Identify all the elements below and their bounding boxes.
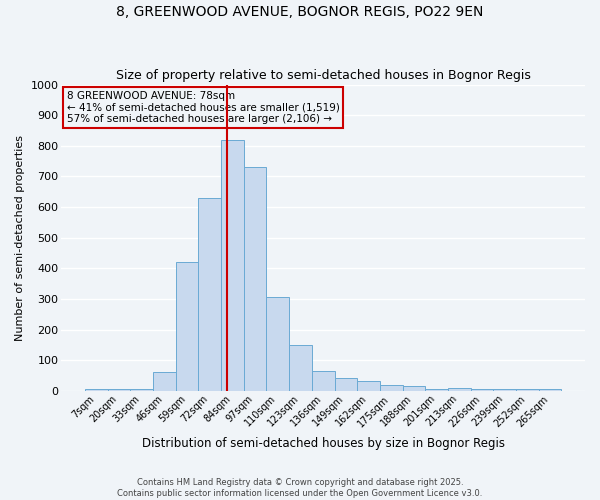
- Bar: [130, 390, 153, 391]
- Bar: [493, 390, 516, 391]
- Bar: [244, 168, 266, 391]
- Bar: [448, 388, 470, 391]
- Bar: [221, 140, 244, 391]
- Text: 8, GREENWOOD AVENUE, BOGNOR REGIS, PO22 9EN: 8, GREENWOOD AVENUE, BOGNOR REGIS, PO22 …: [116, 5, 484, 19]
- Bar: [335, 378, 357, 391]
- Bar: [289, 345, 312, 391]
- Bar: [108, 390, 130, 391]
- Bar: [539, 390, 561, 391]
- Bar: [516, 390, 539, 391]
- Text: 8 GREENWOOD AVENUE: 78sqm
← 41% of semi-detached houses are smaller (1,519)
57% : 8 GREENWOOD AVENUE: 78sqm ← 41% of semi-…: [67, 90, 340, 124]
- Bar: [403, 386, 425, 391]
- X-axis label: Distribution of semi-detached houses by size in Bognor Regis: Distribution of semi-detached houses by …: [142, 437, 505, 450]
- Bar: [199, 198, 221, 391]
- Bar: [357, 381, 380, 391]
- Bar: [312, 371, 335, 391]
- Bar: [470, 390, 493, 391]
- Bar: [153, 372, 176, 391]
- Bar: [266, 298, 289, 391]
- Bar: [425, 390, 448, 391]
- Bar: [176, 262, 199, 391]
- Bar: [85, 390, 108, 391]
- Text: Contains HM Land Registry data © Crown copyright and database right 2025.
Contai: Contains HM Land Registry data © Crown c…: [118, 478, 482, 498]
- Y-axis label: Number of semi-detached properties: Number of semi-detached properties: [15, 134, 25, 340]
- Title: Size of property relative to semi-detached houses in Bognor Regis: Size of property relative to semi-detach…: [116, 69, 530, 82]
- Bar: [380, 386, 403, 391]
